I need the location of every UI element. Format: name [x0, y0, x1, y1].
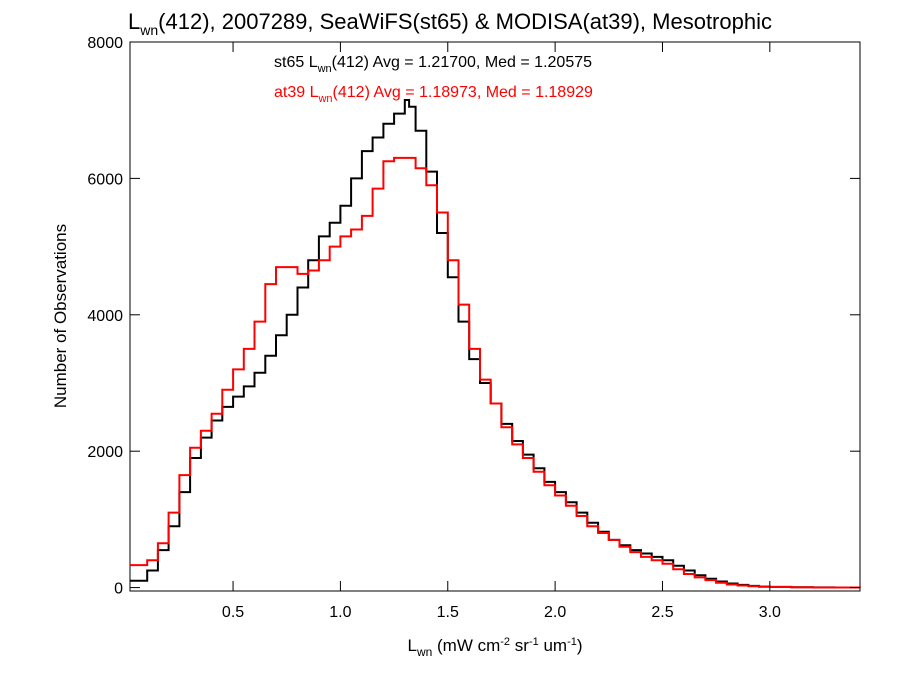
- x-tick-label: 1.0: [329, 604, 351, 621]
- y-tick-label: 2000: [87, 444, 123, 461]
- series-line-at39: [130, 156, 861, 589]
- x-tick-label: 1.5: [437, 604, 459, 621]
- tick-layer: 0.5 1.0 1.5 2.0 2.5 3.0 0 2000 4000 6000 8000: [87, 35, 860, 621]
- y-tick-label: 8000: [87, 35, 123, 52]
- legend-at39: at39 Lwn(412) Avg = 1.18973, Med = 1.189…: [274, 84, 593, 105]
- y-axis-label: Number of Observations: [51, 224, 70, 408]
- x-tick-label: 0.5: [222, 604, 244, 621]
- legend-st65: st65 Lwn(412) Avg = 1.21700, Med = 1.205…: [274, 54, 592, 75]
- chart-title: Lwn(412), 2007289, SeaWiFS(st65) & MODIS…: [128, 9, 772, 38]
- x-tick-label: 2.5: [651, 604, 673, 621]
- x-tick-label: 3.0: [759, 604, 781, 621]
- series-layer: [130, 99, 861, 589]
- x-tick-label: 2.0: [544, 604, 566, 621]
- y-tick-label: 4000: [87, 308, 123, 325]
- y-tick-label: 6000: [87, 171, 123, 188]
- series-line-st65: [130, 99, 860, 589]
- y-tick-label: 0: [114, 581, 123, 598]
- plot-frame: [129, 41, 861, 592]
- x-axis-label: Lwn (mW cm-2 sr-1 um-1): [407, 636, 582, 659]
